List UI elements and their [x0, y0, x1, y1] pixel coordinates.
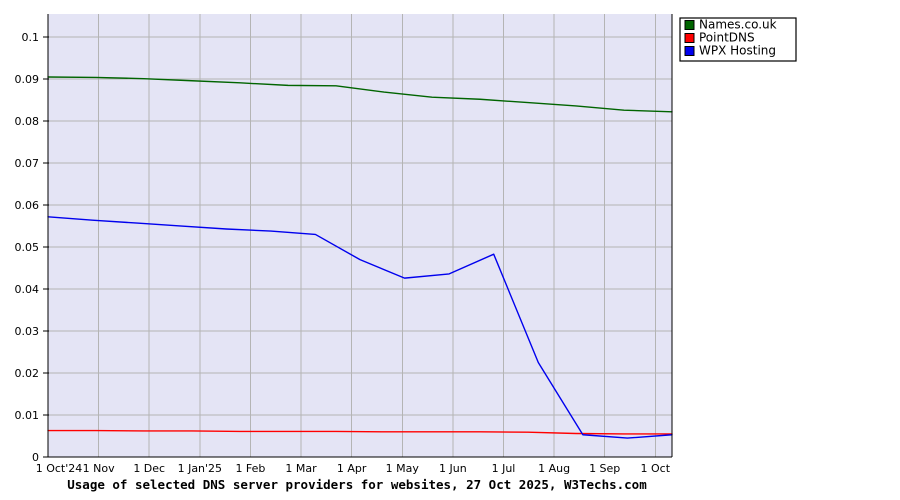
chart-caption: Usage of selected DNS server providers f…	[67, 477, 647, 492]
x-tick-label: 1 Aug	[538, 462, 570, 475]
y-axis-tick-labels: 0 0.01 0.02 0.03 0.04 0.05 0.06 0.07 0.08 0.09 0.1	[15, 31, 40, 464]
x-tick-label: 1 Dec	[133, 462, 165, 475]
x-tick-label: 1 Mar	[285, 462, 317, 475]
x-tick-label: 1 Oct'24	[36, 462, 83, 475]
x-tick-label: 1 Nov	[83, 462, 115, 475]
legend-box	[679, 17, 797, 62]
series-line-names-co-uk	[47, 76, 673, 113]
legend-swatch-wpx-hosting	[684, 46, 695, 56]
y-tick-label: 0.09	[15, 73, 40, 86]
x-tick-label: 1 Jul	[492, 462, 516, 475]
y-tick-label: 0.06	[15, 199, 40, 212]
x-tick-label: 1 Apr	[337, 462, 367, 475]
legend-label-names-co-uk: Names.co.uk	[699, 18, 777, 32]
series-line-wpx-hosting	[47, 216, 673, 439]
y-axis-ticks	[43, 36, 49, 458]
x-tick-label: 1 May	[386, 462, 420, 475]
y-tick-label: 0.01	[15, 409, 40, 422]
plot-area-background	[48, 14, 672, 457]
x-axis-tick-labels: 1 Oct'24 1 Nov 1 Dec 1 Jan'25 1 Feb 1 Mar 1 Ap…	[36, 462, 671, 475]
series-lines	[47, 76, 673, 439]
y-tick-label: 0.02	[15, 367, 40, 380]
y-tick-label: 0.1	[22, 31, 40, 44]
x-tick-label: 1 Oct	[641, 462, 671, 475]
x-tick-label: 1 Jan'25	[178, 462, 222, 475]
legend-label-pointdns: PointDNS	[699, 31, 755, 45]
y-tick-label: 0	[32, 451, 39, 464]
y-tick-label: 0.03	[15, 325, 40, 338]
x-tick-label: 1 Feb	[235, 462, 265, 475]
x-tick-label: 1 Jun	[439, 462, 467, 475]
y-tick-label: 0.07	[15, 157, 40, 170]
y-tick-label: 0.08	[15, 115, 40, 128]
legend-swatch-pointdns	[684, 33, 695, 43]
y-tick-label: 0.04	[15, 283, 40, 296]
legend-label-wpx-hosting: WPX Hosting	[699, 44, 776, 58]
y-tick-label: 0.05	[15, 241, 40, 254]
series-line-pointdns	[47, 429, 673, 435]
legend-swatch-names-co-uk	[684, 20, 695, 30]
x-tick-label: 1 Sep	[589, 462, 620, 475]
